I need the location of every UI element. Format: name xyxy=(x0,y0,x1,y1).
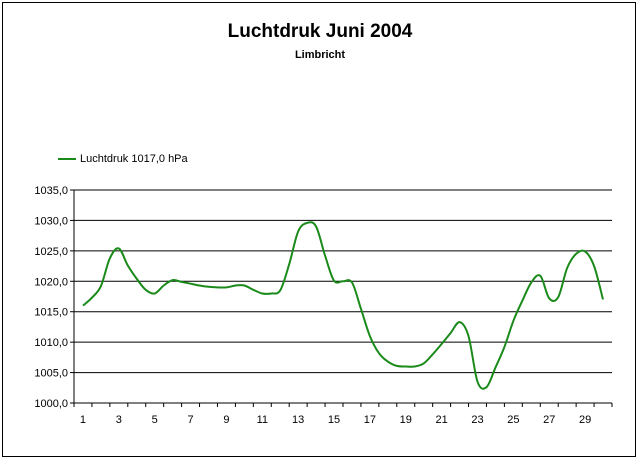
x-tick-label: 3 xyxy=(116,414,122,426)
legend: Luchtdruk 1017,0 hPa xyxy=(58,151,188,167)
chart-subtitle: Limbricht xyxy=(294,49,346,61)
x-tick-label: 15 xyxy=(328,414,340,426)
chart-area: Luchtdruk Juni 2004 Limbricht Luchtdruk … xyxy=(2,2,636,457)
chart-title: Luchtdruk Juni 2004 xyxy=(227,21,413,42)
x-tick-label: 23 xyxy=(471,414,483,426)
series-line-luchtdruk xyxy=(82,221,604,390)
x-tick-label: 9 xyxy=(223,414,229,426)
legend-label: Luchtdruk 1017,0 hPa xyxy=(80,153,188,165)
y-tick-label: 1025,0 xyxy=(34,246,68,258)
x-tick-label: 25 xyxy=(507,414,519,426)
y-tick-label: 1035,0 xyxy=(34,185,68,197)
x-tick-label: 11 xyxy=(257,414,268,426)
y-tick-label: 1000,0 xyxy=(34,398,68,410)
x-tick-label: 1 xyxy=(80,414,86,426)
y-tick-label: 1020,0 xyxy=(34,276,68,288)
x-tick-label: 29 xyxy=(579,414,591,426)
y-tick-label: 1015,0 xyxy=(34,307,68,319)
y-tick-label: 1005,0 xyxy=(34,368,68,380)
y-tick-label: 1010,0 xyxy=(34,337,68,349)
y-tick-label: 1030,0 xyxy=(34,215,68,227)
x-tick-label: 13 xyxy=(292,414,304,426)
x-tick-label: 5 xyxy=(152,414,158,426)
legend-swatch xyxy=(58,158,76,160)
x-tick-label: 7 xyxy=(188,414,194,426)
x-tick-label: 27 xyxy=(543,414,555,426)
x-tick-label: 21 xyxy=(436,414,448,426)
x-tick-label: 19 xyxy=(400,414,412,426)
x-tick-label: 17 xyxy=(364,414,376,426)
